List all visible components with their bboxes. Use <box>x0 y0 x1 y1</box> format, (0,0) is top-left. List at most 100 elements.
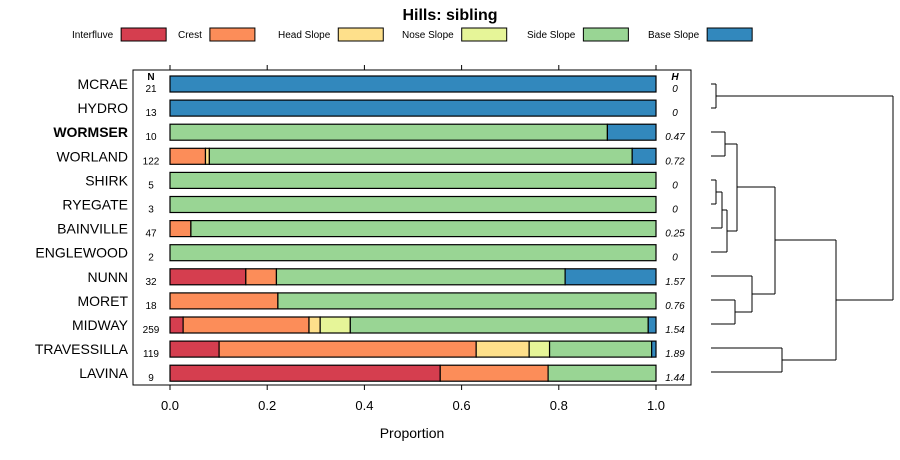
row-h-value: 0 <box>672 205 678 216</box>
row-h-value: 0.76 <box>665 301 685 312</box>
row-n-value: 32 <box>145 277 157 288</box>
legend-label: Head Slope <box>278 30 331 41</box>
row-h-value: 0 <box>672 253 678 264</box>
bar-segment-side-slope <box>349 316 649 334</box>
legend: Interfluve Crest Head Slope Nose Slope Side … <box>72 27 753 42</box>
bar-row-lavina: LAVINA 9 1.44 <box>79 364 685 384</box>
x-tick-label: 0.4 <box>355 398 373 413</box>
bar-segment-crest <box>218 340 477 358</box>
bar-row-englewood: ENGLEWOOD 2 0 <box>35 244 678 264</box>
legend-label: Base Slope <box>648 30 700 41</box>
bar-row-mcrae: MCRAE 21 0 <box>77 75 678 95</box>
row-n-value: 47 <box>145 229 157 240</box>
legend-swatch-side-slope <box>582 27 629 42</box>
bar-segment-side-slope <box>208 147 633 165</box>
bar-row-wormser: WORMSER 10 0.47 <box>53 123 685 143</box>
legend-swatch-head-slope <box>337 27 384 42</box>
row-h-value: 0 <box>672 108 678 119</box>
bar-rows: MCRAE 21 0 HYDRO 13 0 WORMSER 10 0.47 WORLAND 122 0… <box>35 75 685 384</box>
n-column-header: N <box>147 72 154 83</box>
row-h-value: 0.72 <box>665 156 685 167</box>
bar-segment-base-slope <box>169 75 657 93</box>
legend-item-base-slope: Base Slope <box>648 27 753 42</box>
bar-segment-base-slope <box>647 316 657 334</box>
bar-segment-side-slope <box>169 195 657 214</box>
row-h-value: 0.47 <box>665 132 685 143</box>
bar-segment-head-slope <box>308 316 321 334</box>
bar-segment-interfluve <box>169 364 441 382</box>
h-column-header: H <box>671 72 679 83</box>
x-tick-label: 0.0 <box>161 398 179 413</box>
bar-segment-crest <box>169 220 192 238</box>
legend-item-crest: Crest <box>178 27 256 42</box>
row-n-value: 18 <box>145 301 157 312</box>
bar-segment-side-slope <box>547 364 657 382</box>
row-n-value: 5 <box>148 180 154 191</box>
bar-segment-crest <box>439 364 549 382</box>
legend-item-head-slope: Head Slope <box>278 27 384 42</box>
row-n-value: 13 <box>145 108 157 119</box>
row-label: RYEGATE <box>62 197 128 213</box>
bar-row-bainville: BAINVILLE 47 0.25 <box>57 220 685 240</box>
row-label: MORET <box>77 293 128 309</box>
legend-item-nose-slope: Nose Slope <box>402 27 508 42</box>
row-n-value: 9 <box>148 373 154 384</box>
dendrogram <box>711 83 894 373</box>
bar-segment-crest <box>169 147 207 165</box>
legend-item-side-slope: Side Slope <box>527 27 629 42</box>
row-label: MCRAE <box>77 76 128 92</box>
bar-row-ryegate: RYEGATE 3 0 <box>62 195 678 216</box>
bar-row-worland: WORLAND 122 0.72 <box>56 147 685 167</box>
row-label: NUNN <box>88 269 128 285</box>
chart-title: Hills: sibling <box>402 7 497 24</box>
row-h-value: 0 <box>672 180 678 191</box>
row-h-value: 1.54 <box>665 325 685 336</box>
row-label: MIDWAY <box>72 317 129 333</box>
x-tick-label: 0.6 <box>453 398 471 413</box>
legend-label: Side Slope <box>527 30 576 41</box>
bar-segment-nose-slope <box>319 316 351 334</box>
bar-segment-side-slope <box>169 123 608 141</box>
row-label: WORMSER <box>53 124 128 140</box>
row-n-value: 2 <box>148 253 154 264</box>
bar-segment-interfluve <box>169 340 220 358</box>
bar-segment-base-slope <box>631 147 657 165</box>
legend-swatch-interfluve <box>120 27 167 42</box>
x-axis-label: Proportion <box>380 425 445 441</box>
x-tick-label: 0.2 <box>258 398 276 413</box>
row-h-value: 0.25 <box>665 229 685 240</box>
row-n-value: 259 <box>143 325 160 336</box>
bar-segment-side-slope <box>548 340 653 358</box>
bar-segment-side-slope <box>275 268 566 286</box>
row-n-value: 119 <box>143 349 159 360</box>
row-label: LAVINA <box>79 365 128 381</box>
bar-segment-crest <box>182 316 310 334</box>
bar-segment-base-slope <box>169 99 657 117</box>
legend-swatch-base-slope <box>706 27 753 42</box>
bar-segment-base-slope <box>564 268 657 286</box>
bar-segment-crest <box>169 292 279 310</box>
bar-segment-side-slope <box>277 292 657 310</box>
bar-segment-base-slope <box>606 123 657 141</box>
row-label: TRAVESSILLA <box>35 341 129 357</box>
row-n-value: 10 <box>145 132 157 143</box>
row-h-value: 1.44 <box>665 373 685 384</box>
legend-item-interfluve: Interfluve <box>72 27 167 42</box>
row-label: BAINVILLE <box>57 221 128 237</box>
bar-row-moret: MORET 18 0.76 <box>77 292 685 312</box>
bar-segment-side-slope <box>190 220 657 238</box>
bar-segment-side-slope <box>169 171 657 189</box>
legend-swatch-nose-slope <box>461 27 508 42</box>
plot-frame <box>132 69 692 386</box>
legend-swatch-crest <box>209 27 256 42</box>
row-n-value: 21 <box>145 84 157 95</box>
bar-row-travessilla: TRAVESSILLA 119 1.89 <box>35 340 685 360</box>
bar-segment-nose-slope <box>528 340 551 358</box>
x-axis: 0.0 0.2 0.4 0.6 0.8 1.0 <box>161 65 665 413</box>
legend-label: Interfluve <box>72 30 114 41</box>
legend-label: Crest <box>178 30 202 41</box>
row-h-value: 1.57 <box>665 277 685 288</box>
bar-row-shirk: SHIRK 5 0 <box>85 171 678 191</box>
row-label: ENGLEWOOD <box>35 245 128 261</box>
bar-segment-side-slope <box>169 244 657 262</box>
